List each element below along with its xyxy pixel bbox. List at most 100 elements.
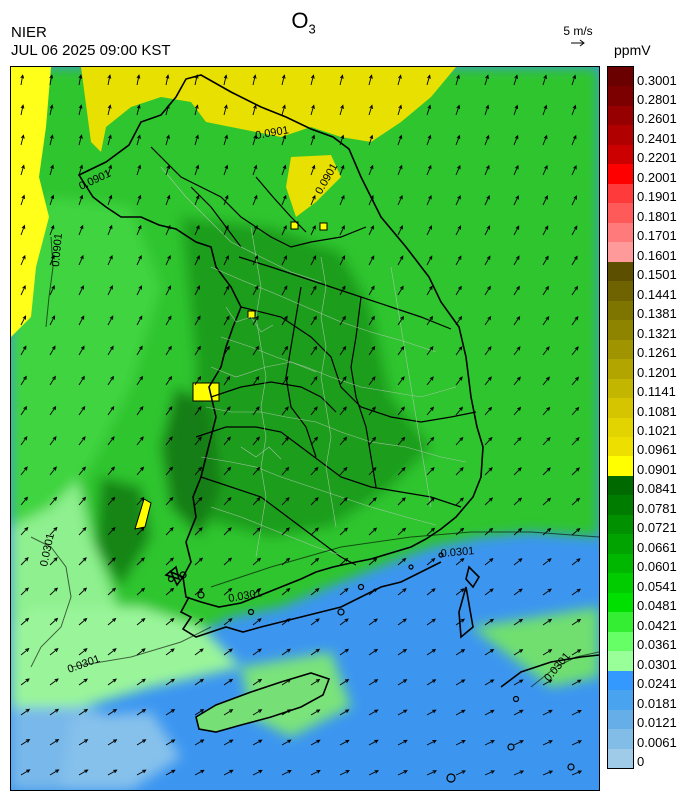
wind-arrow (252, 709, 263, 716)
wind-arrow (223, 587, 233, 596)
colorbar-tick-label: 0.0661 (637, 539, 677, 555)
wind-arrow (281, 285, 288, 296)
wind-arrow (194, 134, 199, 146)
wind-arrow (484, 588, 494, 596)
wind-arrow (78, 375, 85, 386)
wind-arrow (223, 557, 233, 566)
wind-arrow (455, 255, 462, 266)
wind-arrow (252, 134, 257, 146)
wind-arrow (484, 740, 495, 746)
wind-arrow (136, 194, 142, 206)
wind-arrow (136, 496, 145, 506)
colorbar-segment (608, 105, 633, 126)
colorbar-tick-label: 0.2001 (637, 169, 677, 185)
colorbar-tick-label: 0.2401 (637, 130, 677, 146)
wind-arrow (310, 557, 320, 566)
wind-arrow (339, 345, 347, 356)
wind-arrow (20, 466, 28, 476)
wind-arrow (571, 558, 581, 566)
wind-arrow (107, 104, 112, 116)
colorbar-segment (608, 339, 633, 360)
wind-arrow (542, 436, 551, 446)
wind-arrow (281, 255, 287, 266)
wind-arrow (513, 195, 519, 206)
wind-arrow (484, 527, 494, 536)
wind-arrow (310, 527, 319, 536)
wind-arrow (136, 678, 146, 686)
wind-arrow (571, 134, 577, 146)
wind-arrow (397, 679, 408, 686)
wind-arrow (542, 164, 548, 176)
wind-arrow (281, 618, 291, 626)
wind-arrow (513, 709, 524, 716)
colorbar-segment (608, 690, 633, 711)
colorbar-segment (608, 125, 633, 146)
wind-arrow (165, 345, 172, 356)
wind-arrow (165, 74, 170, 86)
colorbar-segment (608, 398, 633, 418)
wind-arrow (49, 557, 58, 566)
wind-arrow (426, 679, 437, 686)
wind-arrow (281, 164, 287, 176)
wind-arrow (426, 618, 436, 626)
wind-arrow (252, 769, 263, 776)
wind-arrow (455, 649, 466, 656)
wind-arrow (136, 224, 142, 236)
colorbar-tick-label: 0.1261 (637, 345, 677, 361)
wind-arrow (368, 497, 377, 506)
colorbar-segment (608, 359, 633, 380)
wind-arrow (571, 104, 577, 116)
wind-arrow (571, 74, 577, 86)
wind-arrow (136, 557, 145, 566)
wind-arrow (397, 376, 405, 386)
wind-arrow (426, 345, 434, 356)
wind-arrow (426, 588, 436, 596)
wind-arrow (252, 345, 259, 356)
wind-arrow (78, 648, 88, 656)
wind-arrow (455, 134, 461, 146)
wind-arrow (455, 558, 465, 566)
contours (30, 236, 599, 688)
chart-title: O3 (291, 8, 316, 37)
wind-arrow (397, 194, 403, 206)
wind-arrow (194, 345, 201, 356)
wind-arrow (107, 345, 114, 356)
colorbar-tick-label: 0.2201 (637, 150, 677, 166)
wind-arrow (107, 254, 113, 266)
colorbar-tick-label: 0.0421 (637, 617, 677, 633)
wind-arrow (223, 648, 233, 656)
wind-arrow (49, 345, 56, 356)
wind-arrow (455, 406, 464, 416)
wind-vector-field (20, 74, 583, 776)
wind-arrow (397, 618, 407, 626)
wind-arrow (107, 739, 118, 746)
wind-arrow (107, 496, 116, 506)
wind-arrow (455, 618, 466, 626)
wind-arrow (426, 527, 436, 536)
wind-arrow (571, 285, 579, 296)
contour-label: 0.0901 (254, 124, 289, 142)
wind-arrow (310, 739, 321, 746)
colorbar-segment (608, 748, 633, 769)
wind-arrow (107, 708, 118, 716)
wind-arrow (542, 649, 553, 656)
wind-arrow (165, 769, 176, 776)
wind-arrow (281, 224, 287, 236)
wind-arrow (252, 194, 258, 206)
colorbar-segment (608, 631, 633, 652)
wind-arrow (542, 285, 549, 296)
wind-arrow (194, 164, 200, 176)
wind-arrow (397, 225, 403, 236)
wind-arrow (281, 436, 290, 446)
wind-arrow (484, 770, 496, 776)
wind-arrow (542, 467, 551, 476)
colorbar-tick-label: 0 (637, 754, 645, 770)
colorbar-segment (608, 709, 633, 730)
wind-arrow (107, 164, 112, 176)
colorbar (607, 66, 634, 769)
jeju-island (195, 672, 331, 733)
colorbar-segment (608, 651, 633, 672)
wind-arrow (223, 345, 230, 356)
colorbar-segment (608, 729, 633, 750)
wind-arrow (223, 315, 230, 326)
